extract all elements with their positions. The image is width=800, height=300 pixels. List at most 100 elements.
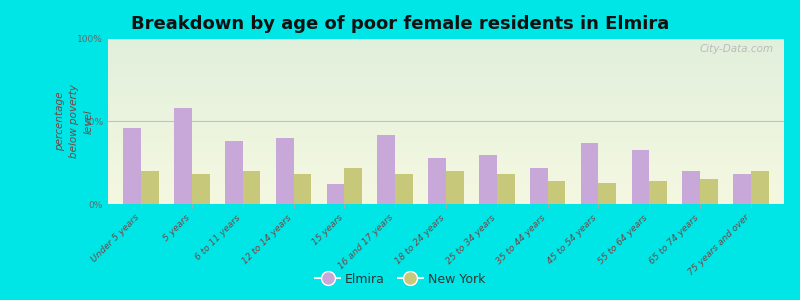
- Bar: [108, 85, 784, 86]
- Bar: [108, 83, 784, 84]
- Bar: [108, 165, 784, 166]
- Bar: [108, 198, 784, 199]
- Bar: [108, 63, 784, 64]
- Bar: [108, 188, 784, 189]
- Bar: [108, 195, 784, 196]
- Bar: [108, 133, 784, 134]
- Bar: [108, 112, 784, 113]
- Bar: [108, 117, 784, 118]
- Bar: [108, 175, 784, 176]
- Bar: [108, 111, 784, 112]
- Bar: [108, 163, 784, 164]
- Bar: [108, 60, 784, 61]
- Bar: [294, 174, 311, 204]
- Bar: [108, 93, 784, 94]
- Bar: [631, 149, 650, 204]
- Bar: [108, 197, 784, 198]
- Bar: [108, 127, 784, 128]
- Bar: [108, 149, 784, 150]
- Bar: [108, 91, 784, 92]
- Bar: [141, 171, 159, 204]
- Bar: [108, 90, 784, 91]
- Bar: [108, 173, 784, 174]
- Bar: [108, 101, 784, 102]
- Bar: [108, 102, 784, 103]
- Bar: [326, 184, 344, 204]
- Bar: [108, 202, 784, 203]
- Bar: [108, 176, 784, 177]
- Bar: [108, 40, 784, 41]
- Bar: [108, 147, 784, 148]
- Bar: [108, 118, 784, 119]
- Bar: [108, 183, 784, 184]
- Bar: [108, 185, 784, 186]
- Bar: [108, 194, 784, 195]
- Bar: [108, 76, 784, 77]
- Bar: [108, 69, 784, 70]
- Bar: [108, 144, 784, 145]
- Bar: [108, 130, 784, 131]
- Bar: [108, 49, 784, 50]
- Bar: [108, 166, 784, 167]
- Bar: [395, 174, 413, 204]
- Bar: [108, 59, 784, 60]
- Bar: [108, 84, 784, 85]
- Bar: [108, 131, 784, 132]
- Bar: [108, 126, 784, 127]
- Bar: [108, 62, 784, 63]
- Bar: [108, 178, 784, 179]
- Bar: [108, 139, 784, 140]
- Bar: [108, 172, 784, 173]
- Bar: [192, 174, 210, 204]
- Bar: [108, 43, 784, 44]
- Bar: [108, 187, 784, 188]
- Bar: [108, 87, 784, 88]
- Bar: [108, 113, 784, 114]
- Bar: [108, 72, 784, 73]
- Bar: [108, 189, 784, 190]
- Bar: [108, 120, 784, 121]
- Bar: [581, 143, 598, 204]
- Bar: [108, 92, 784, 93]
- Bar: [108, 190, 784, 191]
- Bar: [751, 171, 769, 204]
- Bar: [108, 151, 784, 152]
- Bar: [108, 71, 784, 72]
- Text: City-Data.com: City-Data.com: [700, 44, 774, 54]
- Bar: [108, 191, 784, 192]
- Bar: [108, 170, 784, 171]
- Bar: [108, 103, 784, 104]
- Bar: [108, 57, 784, 58]
- Bar: [682, 171, 700, 204]
- Bar: [108, 80, 784, 81]
- Bar: [108, 88, 784, 89]
- Bar: [108, 171, 784, 172]
- Bar: [108, 129, 784, 130]
- Bar: [548, 181, 566, 204]
- Bar: [530, 168, 548, 204]
- Bar: [108, 77, 784, 78]
- Bar: [108, 68, 784, 69]
- Bar: [108, 142, 784, 143]
- Bar: [108, 124, 784, 125]
- Bar: [108, 199, 784, 200]
- Bar: [108, 51, 784, 52]
- Bar: [108, 154, 784, 155]
- Bar: [108, 100, 784, 101]
- Bar: [108, 104, 784, 105]
- Bar: [344, 168, 362, 204]
- Bar: [108, 162, 784, 163]
- Bar: [108, 180, 784, 181]
- Bar: [108, 164, 784, 165]
- Bar: [108, 128, 784, 129]
- Bar: [598, 182, 616, 204]
- Bar: [700, 179, 718, 204]
- Bar: [108, 161, 784, 162]
- Bar: [108, 110, 784, 111]
- Bar: [108, 45, 784, 46]
- Bar: [108, 54, 784, 55]
- Bar: [428, 158, 446, 204]
- Bar: [378, 135, 395, 204]
- Bar: [108, 138, 784, 139]
- Bar: [108, 200, 784, 201]
